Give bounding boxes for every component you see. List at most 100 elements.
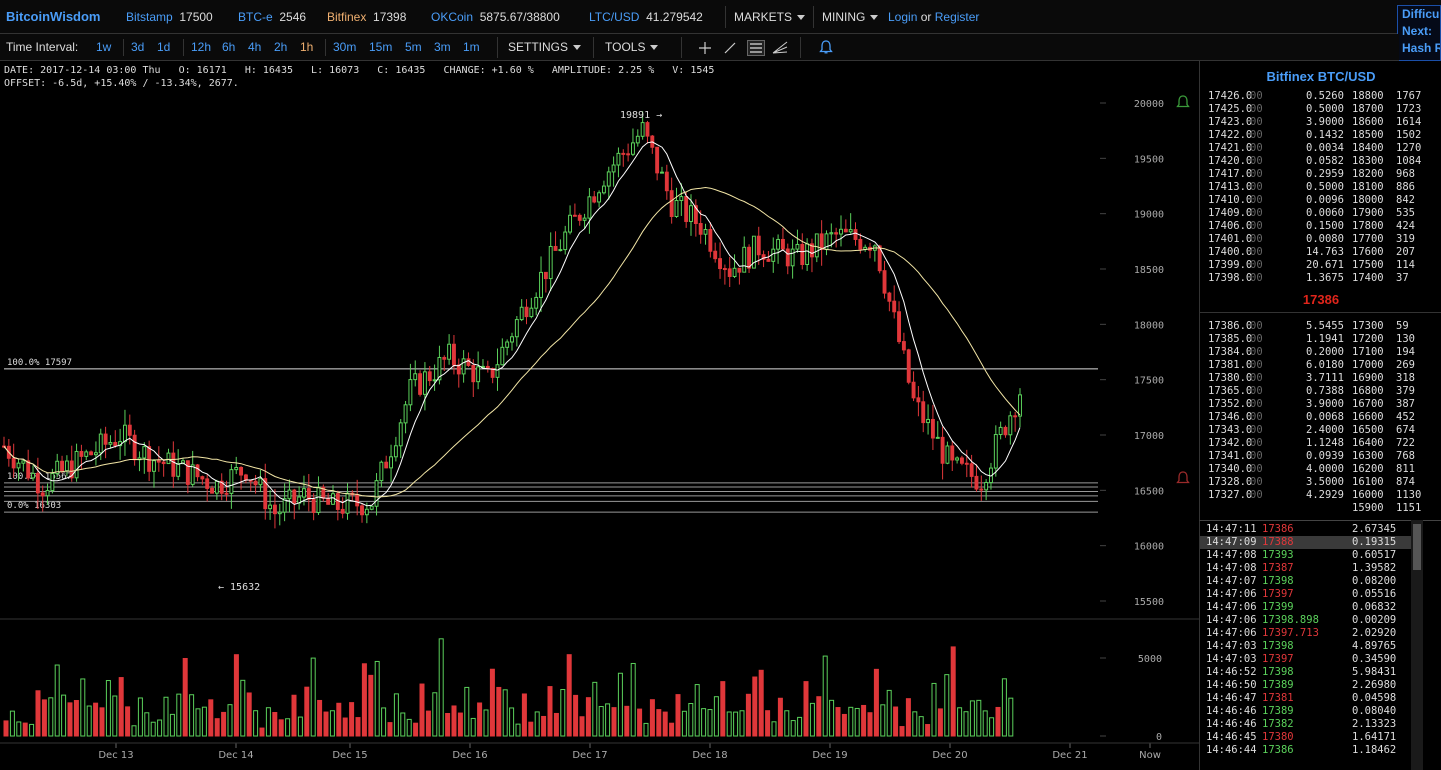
interval-3m[interactable]: 3m (434, 40, 451, 54)
register-link[interactable]: Register (934, 10, 980, 24)
trade-amount: 5.98431 (1352, 666, 1397, 678)
fibonacci-tool-icon[interactable] (747, 40, 765, 56)
trade-time: 14:46:46 (1206, 718, 1257, 730)
trade-time: 14:47:06 (1206, 588, 1257, 600)
trades-scrollbar[interactable] (1411, 520, 1423, 770)
brand-logo[interactable]: BitcoinWisdom (6, 9, 101, 24)
volume-bar (432, 692, 438, 737)
bid-amount: 4.0000 (1306, 463, 1344, 475)
market-ticker-okcoin[interactable]: OKCoin 5875.67/38800 (431, 10, 560, 24)
bid-row: 15900 1151 (1200, 502, 1441, 515)
last-price: 17386 (1302, 292, 1340, 307)
mining-menu[interactable]: MINING (822, 10, 879, 24)
interval-1m[interactable]: 1m (463, 40, 480, 54)
volume-bar (713, 696, 719, 737)
candle-body (940, 436, 945, 464)
bid-amount: 3.7111 (1306, 372, 1344, 384)
scrollbar-thumb[interactable] (1413, 524, 1421, 570)
interval-4h[interactable]: 4h (248, 40, 262, 54)
depth-sum: 387 (1396, 398, 1415, 410)
price-alert-bell-icon[interactable] (1176, 95, 1190, 108)
fib-label: 100.0% 17597 (7, 358, 72, 368)
markets-menu[interactable]: MARKETS (734, 10, 806, 24)
volume-bar (118, 677, 124, 737)
ask-row: 17399.0 00 20.671 17500 114 (1200, 259, 1441, 272)
chart-toolbar: Time Interval: 1w 3d 1d 12h 6h 4h 2h 1h … (0, 34, 1399, 61)
ask-price-decimals: 00 (1250, 142, 1263, 154)
time-tick-label: Now (1139, 750, 1161, 761)
volume-bar (893, 706, 899, 737)
trade-amount: 0.00209 (1352, 614, 1397, 626)
trade-amount: 0.60517 (1352, 549, 1397, 561)
market-price: 2546 (279, 10, 307, 24)
candle-body (427, 371, 432, 382)
recent-trades-list[interactable]: 14:47:11 17386 2.67345 14:47:09 17388 0.19315… (1199, 520, 1441, 770)
candle-body (984, 482, 989, 491)
interval-15m[interactable]: 15m (369, 40, 393, 54)
depth-price: 16900 (1352, 372, 1384, 384)
candle-body (761, 254, 766, 260)
candle-body (597, 192, 602, 203)
candle-body (539, 271, 543, 298)
interval-1h[interactable]: 1h (300, 40, 314, 54)
depth-price: 17600 (1352, 246, 1384, 258)
interval-1d[interactable]: 1d (157, 40, 171, 54)
volume-bar (733, 711, 739, 737)
depth-sum: 424 (1396, 220, 1415, 232)
volume-bar (150, 721, 156, 737)
volume-bar (611, 707, 617, 737)
market-ticker-bitfinex[interactable]: Bitfinex 17398 (327, 10, 406, 24)
candle-body (152, 460, 156, 472)
interval-1w[interactable]: 1w (96, 40, 112, 54)
volume-bar (771, 721, 777, 737)
interval-3d[interactable]: 3d (131, 40, 145, 54)
volume-bar (573, 694, 579, 737)
depth-price: 17900 (1352, 207, 1384, 219)
interval-12h[interactable]: 12h (191, 40, 212, 54)
trade-price: 17388 (1262, 536, 1294, 548)
difficulty-panel[interactable]: Difficulty Next: Hash Rate (1397, 5, 1441, 61)
candle-body (456, 364, 461, 375)
volume-bar (560, 689, 566, 737)
settings-menu[interactable]: SETTINGS (508, 40, 582, 54)
trade-price: 17398 (1262, 640, 1294, 652)
interval-6h[interactable]: 6h (222, 40, 236, 54)
interval-2h[interactable]: 2h (274, 40, 288, 54)
line-tool-icon[interactable] (723, 41, 737, 55)
depth-price: 18600 (1352, 116, 1384, 128)
trade-time: 14:47:09 (1206, 536, 1257, 548)
fan-tool-icon[interactable] (772, 40, 788, 54)
price-tick-label: 17500 (1134, 376, 1164, 387)
candle-body (277, 511, 282, 515)
volume-bar (790, 720, 796, 737)
volume-bar (336, 702, 342, 737)
depth-sum: 114 (1396, 259, 1415, 271)
candle-body (558, 249, 563, 252)
market-name: LTC/USD (589, 10, 640, 24)
depth-price: 16200 (1352, 463, 1384, 475)
bell-icon[interactable] (819, 40, 833, 55)
market-ticker-bitstamp[interactable]: Bitstamp 17500 (126, 10, 213, 24)
crosshair-tool-icon[interactable] (698, 41, 712, 55)
volume-bar (80, 678, 86, 737)
trade-time: 14:46:52 (1206, 666, 1257, 678)
market-ticker-ltcusd[interactable]: LTC/USD 41.279542 (589, 10, 703, 24)
trade-price: 17397 (1262, 588, 1294, 600)
price-alert-bell-icon[interactable] (1176, 471, 1190, 484)
candle-body (843, 228, 848, 233)
login-link[interactable]: Login (888, 10, 918, 24)
interval-5m[interactable]: 5m (405, 40, 422, 54)
ask-row: 17426.0 00 0.5260 18800 1767 (1200, 90, 1441, 103)
candle-body (74, 450, 79, 479)
volume-bar (176, 693, 182, 737)
interval-30m[interactable]: 30m (333, 40, 357, 54)
market-ticker-btce[interactable]: BTC-e 2546 (238, 10, 306, 24)
tools-menu[interactable]: TOOLS (605, 40, 659, 54)
trade-row: 14:46:50 17389 2.26980 (1200, 679, 1412, 692)
volume-bar (195, 708, 201, 737)
moving-averages (3, 141, 1021, 507)
bid-row: 17380.0 00 3.7111 16900 318 (1200, 372, 1441, 385)
depth-sum: 874 (1396, 476, 1415, 488)
candle-body (645, 122, 650, 137)
